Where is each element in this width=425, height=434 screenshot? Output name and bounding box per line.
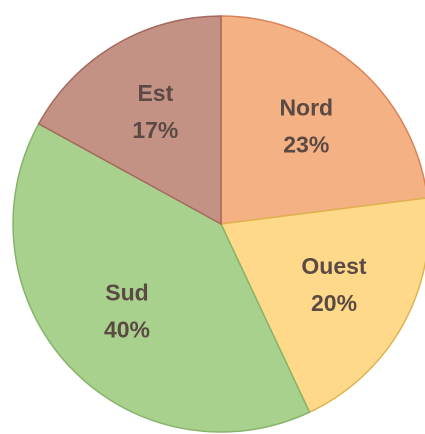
slice-label: Est <box>137 80 173 106</box>
pie-slice <box>220 15 425 225</box>
slice-label: Ouest <box>301 253 367 279</box>
pie-slice <box>37 15 222 226</box>
slice-value-label: 40% <box>104 316 150 342</box>
slice-value-label: 20% <box>311 290 357 316</box>
pie-slice <box>12 122 311 433</box>
pie-slice <box>219 197 425 414</box>
slice-label: Nord <box>279 94 333 120</box>
slice-label: Sud <box>105 279 148 305</box>
slice-value-label: 23% <box>283 131 329 157</box>
slice-value-label: 17% <box>132 117 178 143</box>
